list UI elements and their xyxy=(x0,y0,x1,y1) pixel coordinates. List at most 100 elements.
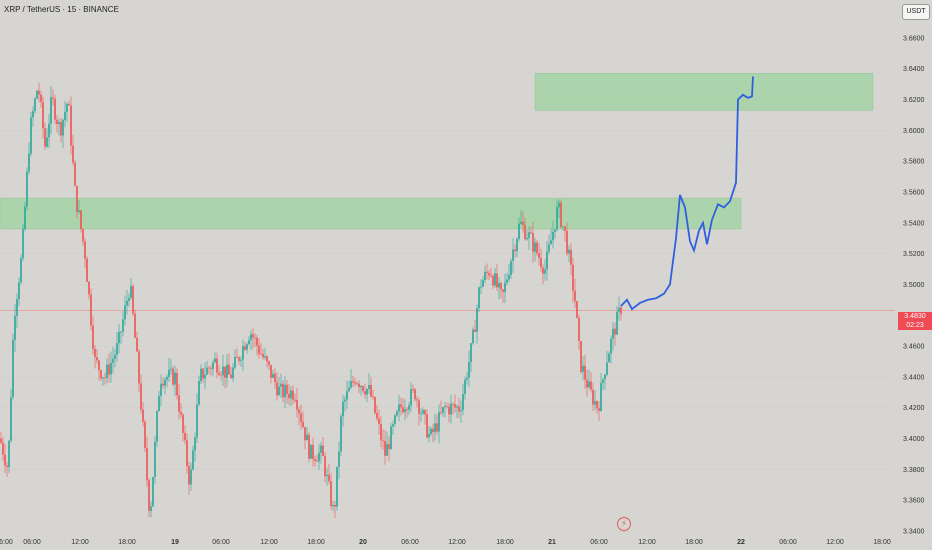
x-tick-label: 18:00 xyxy=(685,539,703,546)
candle-body xyxy=(480,286,482,288)
candle-body xyxy=(294,399,296,401)
candle-body xyxy=(106,364,108,379)
candle-body xyxy=(30,117,32,154)
zones xyxy=(0,73,874,230)
y-axis: 3.68003.66003.64003.62003.60003.58003.56… xyxy=(903,5,925,536)
currency-badge[interactable]: USDT xyxy=(902,4,930,20)
candle-body xyxy=(170,368,172,370)
candle-body xyxy=(468,362,470,378)
candle-body xyxy=(428,433,430,438)
candle-body xyxy=(108,364,110,375)
candle-body xyxy=(176,372,178,396)
candle-body xyxy=(282,383,284,398)
candle-body xyxy=(86,258,88,282)
candle-body xyxy=(548,244,550,252)
candle-body xyxy=(128,297,130,301)
candle-body xyxy=(354,382,356,384)
candle-body xyxy=(124,305,126,320)
last-price-value: 3.4830 xyxy=(904,313,926,320)
candle-body xyxy=(204,374,206,379)
candle-body xyxy=(150,506,152,511)
candle-body xyxy=(558,202,560,208)
candle-body xyxy=(460,409,462,412)
candle-body xyxy=(38,90,40,95)
candle-body xyxy=(400,404,402,408)
candle-body xyxy=(314,458,316,461)
candle-body xyxy=(98,360,100,371)
candle-body xyxy=(538,253,540,259)
x-tick-label: 06:00 xyxy=(23,539,41,546)
candle-body xyxy=(302,421,304,428)
candle-body xyxy=(80,210,82,230)
candle-body xyxy=(64,111,66,120)
candle-body xyxy=(490,275,492,277)
y-tick-label: 3.6400 xyxy=(903,66,925,73)
candle-body xyxy=(580,341,582,372)
candle-body xyxy=(146,447,148,481)
candle-body xyxy=(448,406,450,415)
candle-body xyxy=(68,103,70,106)
candle-body xyxy=(244,346,246,350)
candle-body xyxy=(184,432,186,441)
x-tick-label: 06:00 xyxy=(590,539,608,546)
candle-body xyxy=(72,145,74,163)
candle-body xyxy=(568,249,570,254)
candle-body xyxy=(356,383,358,385)
candle-body xyxy=(50,97,52,124)
candle-body xyxy=(406,409,408,411)
candle-body xyxy=(494,273,496,286)
candle-body xyxy=(416,399,418,401)
lightning-icon[interactable]: ⚡ xyxy=(617,517,631,531)
candle-body xyxy=(248,340,250,345)
candle-body xyxy=(516,238,518,252)
candle-body xyxy=(326,474,328,477)
candle-body xyxy=(76,185,78,213)
y-tick-label: 3.6600 xyxy=(903,35,925,42)
candle-body xyxy=(188,466,190,485)
candle-body xyxy=(346,391,348,400)
candle-body xyxy=(542,267,544,274)
candle-body xyxy=(370,384,372,397)
y-tick-label: 3.5600 xyxy=(903,189,925,196)
candle-body xyxy=(16,299,18,316)
candle-body xyxy=(422,410,424,414)
candle-body xyxy=(190,469,192,485)
candle-body xyxy=(612,328,614,339)
candle-body xyxy=(534,242,536,252)
candle-body xyxy=(392,423,394,427)
candle-body xyxy=(232,367,234,379)
y-tick-label: 3.5800 xyxy=(903,159,925,166)
candle-body xyxy=(418,400,420,414)
candle-body xyxy=(456,406,458,408)
candle-body xyxy=(84,241,86,259)
candle-body xyxy=(464,379,466,395)
candle-body xyxy=(96,357,98,361)
candle-body xyxy=(536,242,538,254)
candle-body xyxy=(114,354,116,359)
x-tick-label: 06:00 xyxy=(401,539,419,546)
candle-body xyxy=(572,264,574,291)
candle-body xyxy=(520,221,522,224)
candle-body xyxy=(530,232,532,234)
candle-body xyxy=(250,334,252,341)
candle-body xyxy=(242,346,244,360)
candle-body xyxy=(458,406,460,412)
last-price-tag: 3.4830 02:23 xyxy=(898,312,932,330)
candle-body xyxy=(262,353,264,358)
candle-body xyxy=(102,377,104,379)
candle-body xyxy=(200,368,202,381)
target-zone xyxy=(534,73,874,111)
candle-body xyxy=(544,269,546,274)
x-tick-label: 19 xyxy=(171,539,179,546)
candle-body xyxy=(570,249,572,265)
candle-body xyxy=(554,229,556,232)
candle-body xyxy=(160,383,162,396)
candle-body xyxy=(260,353,262,355)
candle-body xyxy=(438,412,440,432)
candle-body xyxy=(148,480,150,511)
candle-body xyxy=(122,319,124,332)
candle-body xyxy=(166,377,168,380)
candle-body xyxy=(504,282,506,292)
candle-body xyxy=(246,344,248,350)
